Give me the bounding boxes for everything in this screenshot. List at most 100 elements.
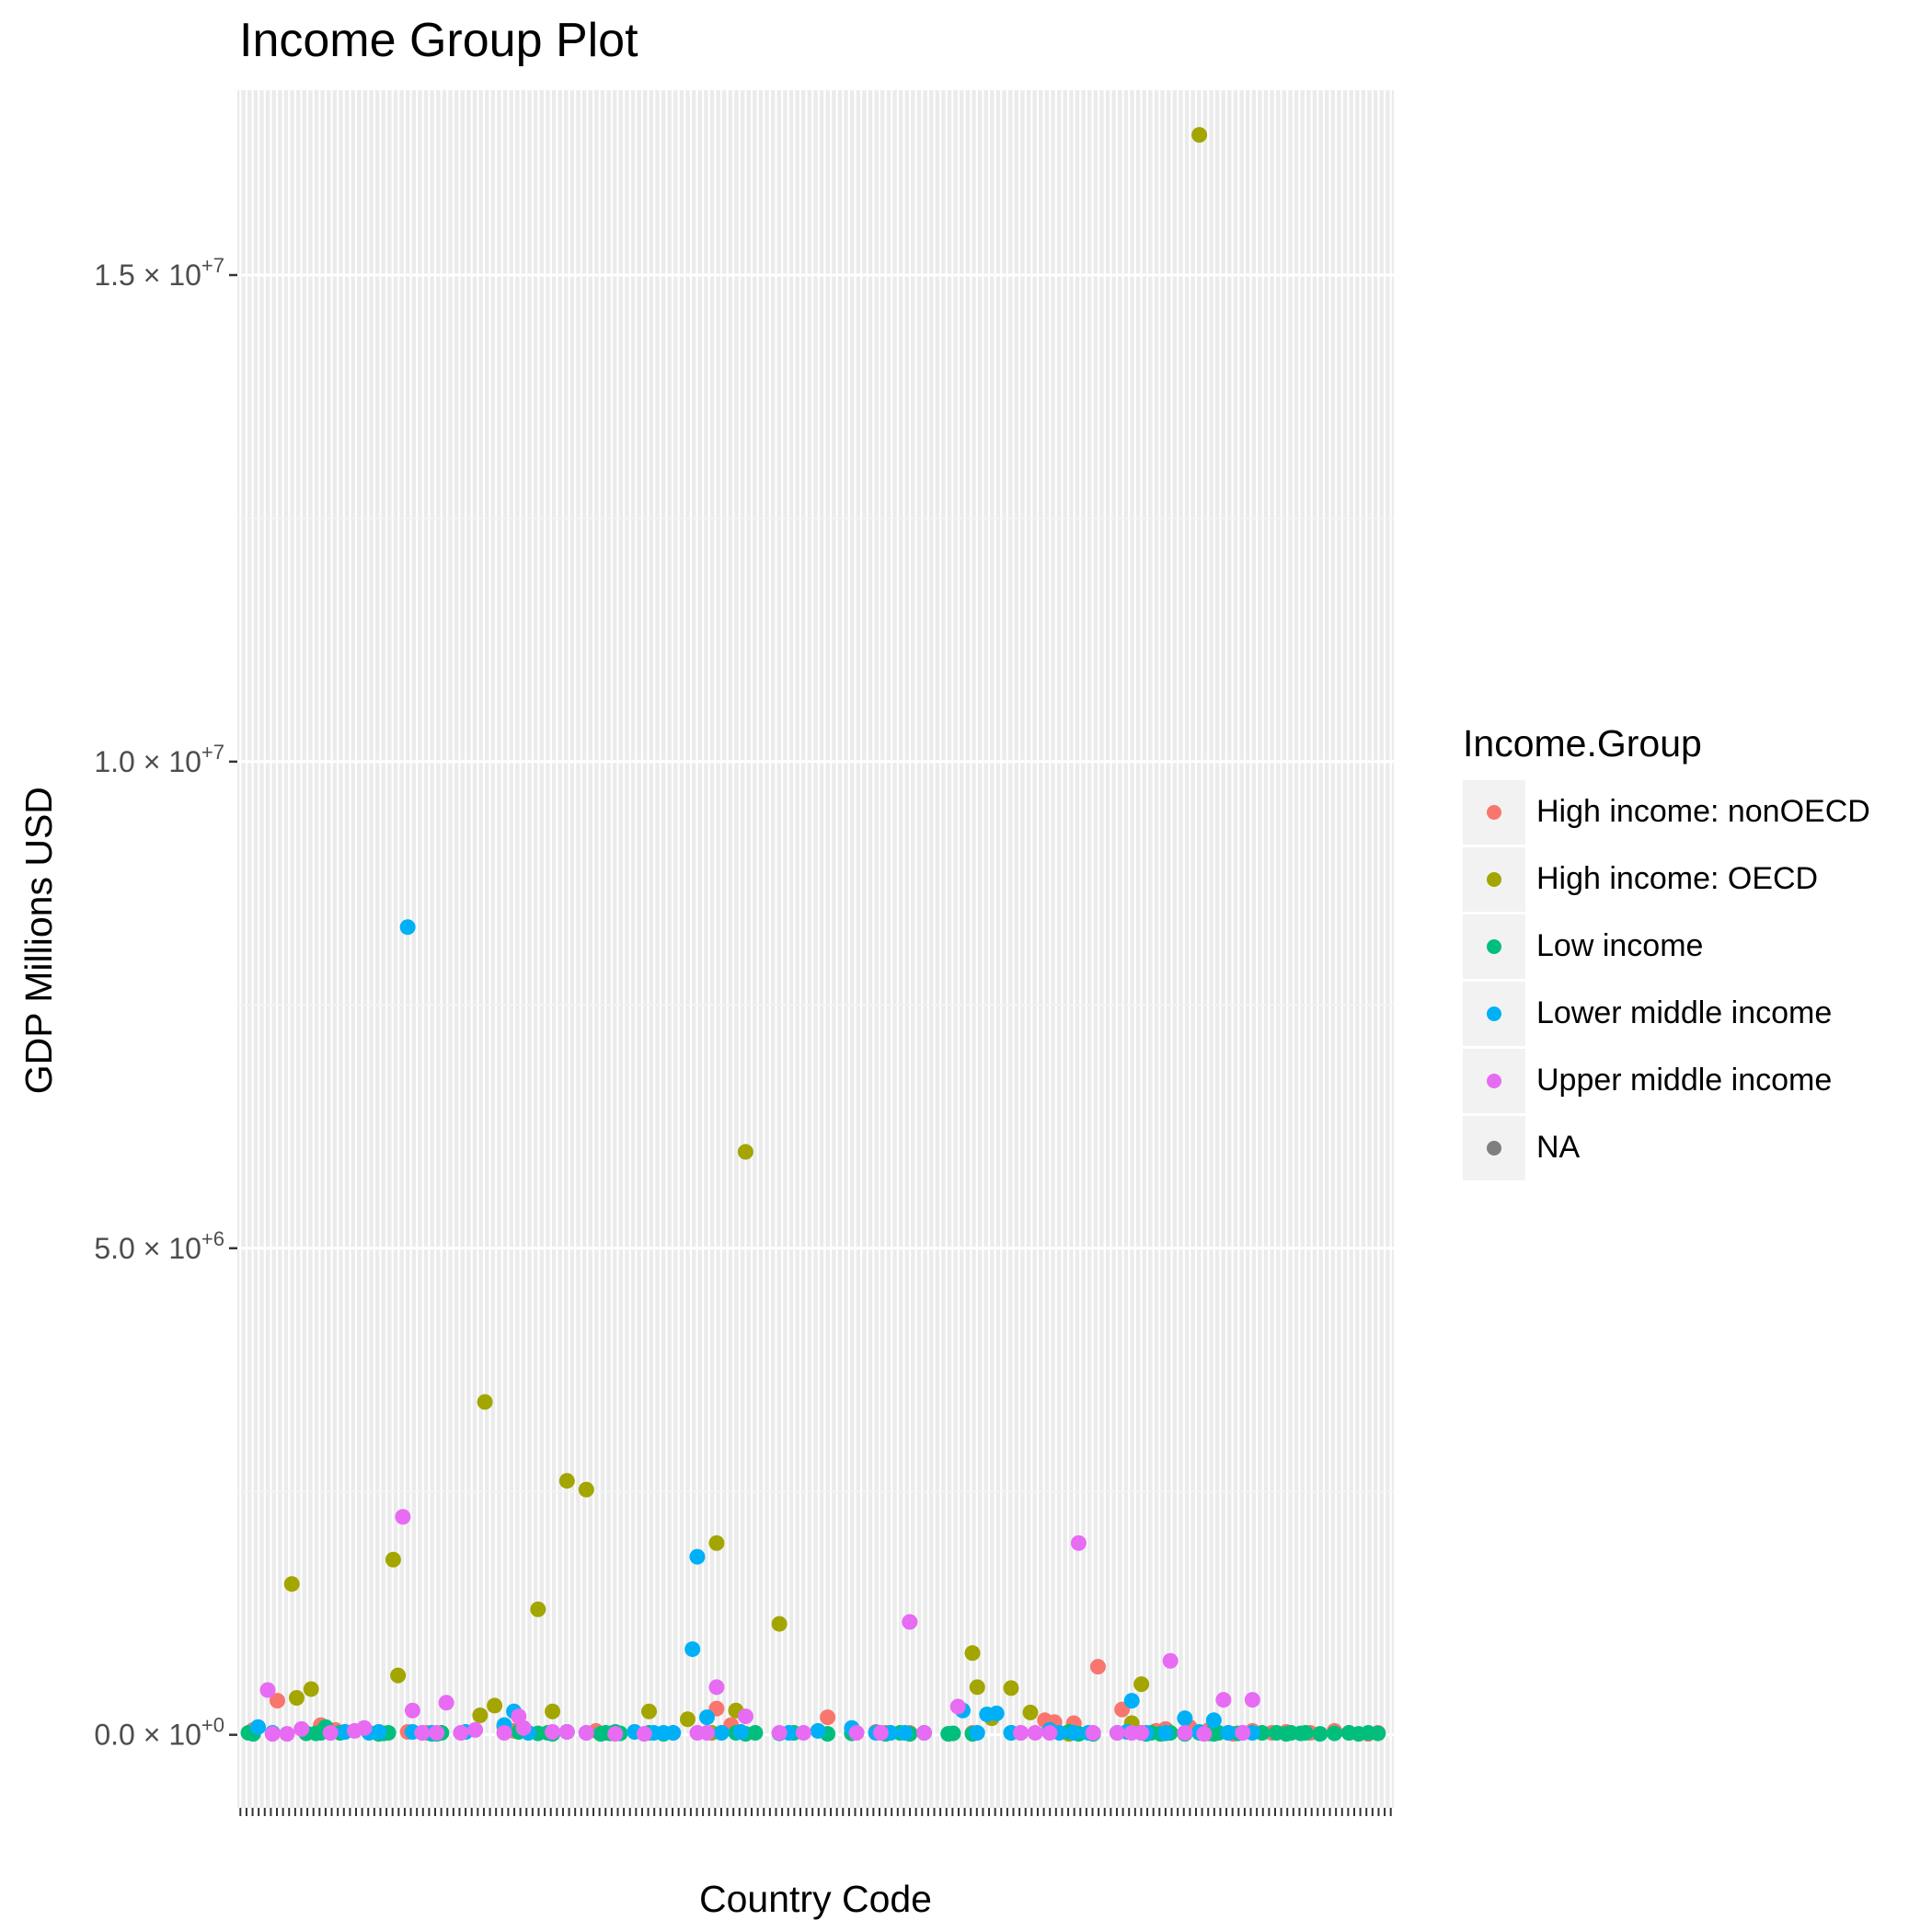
- data-point: [1327, 1725, 1343, 1742]
- legend-label: Low income: [1536, 928, 1704, 963]
- data-point: [771, 1616, 788, 1632]
- data-point: [578, 1481, 594, 1498]
- legend-key: [1463, 981, 1525, 1046]
- data-point: [395, 1509, 411, 1525]
- legend-dot-icon: [1487, 1140, 1501, 1156]
- y-tick-label: 1.0 × 10+7: [94, 741, 224, 778]
- data-point: [1215, 1692, 1232, 1708]
- data-point: [1012, 1725, 1029, 1742]
- data-point: [969, 1725, 985, 1742]
- data-point: [487, 1697, 503, 1714]
- data-point: [1205, 1712, 1222, 1729]
- legend-dot-icon: [1487, 938, 1501, 954]
- data-point: [964, 1645, 981, 1662]
- data-points: [240, 127, 1386, 1742]
- legend-key: [1463, 779, 1525, 845]
- data-point: [708, 1679, 725, 1696]
- data-point: [737, 1144, 753, 1160]
- data-point: [1220, 1725, 1236, 1742]
- data-point: [472, 1708, 489, 1724]
- data-point: [640, 1703, 657, 1719]
- y-axis-title: GDP Millions USD: [17, 787, 60, 1094]
- data-point: [1085, 1725, 1101, 1742]
- data-point: [1177, 1725, 1193, 1742]
- y-tick-label: 1.5 × 10+7: [94, 254, 224, 292]
- y-tick-label: 5.0 × 10+6: [94, 1227, 224, 1265]
- data-point: [1312, 1726, 1328, 1742]
- data-point: [665, 1725, 682, 1742]
- data-point: [264, 1726, 281, 1742]
- legend-key: [1463, 1115, 1525, 1180]
- legend-item: Upper middle income: [1463, 1047, 1870, 1114]
- data-point: [698, 1709, 715, 1726]
- data-point: [530, 1601, 546, 1617]
- data-point: [1070, 1535, 1087, 1551]
- data-point: [1133, 1676, 1150, 1693]
- data-point: [708, 1535, 725, 1551]
- data-point: [1123, 1693, 1140, 1709]
- data-point: [679, 1711, 696, 1728]
- y-axis: 0.0 × 10+0 5.0 × 10+6 1.0 × 10+7 1.5 × 10+7: [94, 254, 237, 1752]
- x-axis-title: Country Code: [699, 1878, 932, 1920]
- data-point: [511, 1708, 527, 1725]
- legend-items: High income: nonOECD High income: OECD Low…: [1463, 778, 1870, 1181]
- data-point: [371, 1723, 387, 1740]
- data-point: [429, 1725, 445, 1742]
- legend-label: High income: OECD: [1536, 861, 1819, 896]
- chart-title: Income Group Plot: [239, 14, 638, 67]
- data-point: [385, 1551, 401, 1568]
- data-point: [1022, 1704, 1039, 1720]
- data-point: [732, 1723, 749, 1740]
- data-point: [747, 1725, 764, 1742]
- data-point: [578, 1725, 594, 1742]
- data-point: [356, 1719, 373, 1736]
- y-tick-label: 0.0 × 10+0: [94, 1714, 224, 1752]
- data-point: [1297, 1725, 1314, 1742]
- legend-item: NA: [1463, 1114, 1870, 1181]
- data-point: [848, 1725, 865, 1742]
- data-point: [438, 1695, 454, 1711]
- legend-item: High income: OECD: [1463, 845, 1870, 913]
- data-point: [288, 1689, 305, 1706]
- data-point: [1162, 1652, 1179, 1669]
- data-point: [1003, 1680, 1019, 1696]
- legend-item: Lower middle income: [1463, 980, 1870, 1047]
- legend-item: Low income: [1463, 913, 1870, 980]
- data-point: [1235, 1725, 1251, 1742]
- data-point: [303, 1681, 319, 1697]
- data-point: [558, 1723, 575, 1740]
- data-point: [902, 1614, 918, 1630]
- data-point: [1196, 1726, 1213, 1742]
- data-point: [249, 1719, 266, 1735]
- legend-label: NA: [1536, 1130, 1581, 1165]
- data-point: [988, 1705, 1005, 1721]
- data-point: [945, 1725, 961, 1742]
- data-point: [636, 1726, 652, 1742]
- data-point: [467, 1721, 484, 1738]
- data-point: [1041, 1725, 1058, 1742]
- data-point: [810, 1722, 826, 1739]
- data-point: [1191, 127, 1208, 144]
- legend-key: [1463, 846, 1525, 912]
- data-point: [293, 1720, 310, 1737]
- data-point: [259, 1682, 276, 1698]
- data-point: [269, 1693, 285, 1709]
- data-point: [607, 1726, 624, 1742]
- legend-label: Lower middle income: [1536, 995, 1833, 1030]
- data-point: [713, 1725, 730, 1742]
- data-point: [322, 1725, 339, 1742]
- data-point: [1157, 1725, 1174, 1742]
- data-point: [279, 1726, 295, 1742]
- data-point: [684, 1641, 701, 1658]
- data-point: [399, 919, 416, 936]
- legend-label: High income: nonOECD: [1536, 794, 1870, 829]
- legend: Income.Group High income: nonOECD High in…: [1463, 722, 1870, 1181]
- data-point: [1177, 1710, 1193, 1727]
- legend-label: Upper middle income: [1536, 1063, 1833, 1098]
- plot-panel: [237, 90, 1394, 1808]
- data-point: [477, 1394, 493, 1410]
- legend-dot-icon: [1487, 804, 1501, 820]
- legend-dot-icon: [1487, 1006, 1501, 1021]
- data-point: [737, 1708, 753, 1725]
- data-point: [969, 1679, 985, 1696]
